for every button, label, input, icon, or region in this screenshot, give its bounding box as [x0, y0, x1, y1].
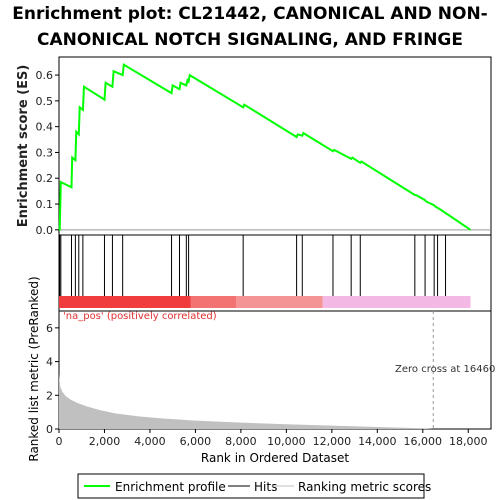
metric-axis-label: Ranked list metric (PreRanked)	[27, 276, 41, 461]
metric-panel-frame	[58, 310, 492, 430]
ranking-metric-area	[59, 373, 471, 429]
x-tick-label-1: 2,000	[89, 435, 121, 448]
es-ytick-label-0: 0.0	[36, 224, 54, 237]
x-axis-label: Rank in Ordered Dataset	[201, 451, 349, 465]
x-tick-label-4: 8,000	[225, 435, 257, 448]
chart-title-line2: CANONICAL NOTCH SIGNALING, AND FRINGE	[37, 30, 463, 50]
es-ytick-label-1: 0.1	[36, 198, 54, 211]
x-tick-label-0: 0	[56, 435, 63, 448]
x-tick-label-2: 4,000	[134, 435, 166, 448]
positive-correlation-label: 'na_pos' (positively correlated)	[63, 311, 217, 322]
es-ytick-label-2: 0.2	[36, 172, 54, 185]
es-panel-frame	[58, 56, 492, 236]
es-ytick-label-3: 0.3	[36, 146, 54, 159]
legend-label-hits: Hits	[254, 480, 277, 494]
metric-ytick-label-1: 2	[46, 389, 53, 402]
x-tick-label-6: 12,000	[313, 435, 352, 448]
legend-label-enrichment: Enrichment profile	[115, 480, 226, 494]
es-ytick-label-5: 0.5	[36, 95, 54, 108]
metric-panel: Zero cross at 16460 'na_pos' (positively…	[27, 276, 495, 461]
legend: Enrichment profile Hits Ranking metric s…	[77, 473, 431, 499]
zero-cross-label: Zero cross at 16460	[395, 364, 495, 375]
x-tick-label-8: 16,000	[404, 435, 443, 448]
es-axis-label: Enrichment score (ES)	[16, 65, 31, 228]
x-tick-label-9: 18,000	[449, 435, 488, 448]
rank-band-segment-0	[59, 296, 191, 308]
es-ytick-label-6: 0.6	[36, 69, 54, 82]
enrichment-profile-line	[58, 63, 472, 231]
es-panel: 0.0 0.1 0.2 0.3 0.4 0.5 0.6 Enrichment score (…	[16, 56, 492, 237]
es-ytick-label-4: 0.4	[36, 121, 54, 134]
legend-label-metric: Ranking metric scores	[298, 480, 431, 494]
rank-band-segment-2	[236, 296, 323, 308]
metric-ytick-label-0: 0	[46, 423, 53, 436]
x-tick-label-3: 6,000	[180, 435, 212, 448]
metric-ytick-label-2: 4	[46, 356, 53, 369]
legend-frame	[77, 473, 425, 499]
x-tick-label-5: 10,000	[267, 435, 306, 448]
chart-title-line1: Enrichment plot: CL21442, CANONICAL AND …	[12, 4, 487, 24]
rank-band-segment-3	[322, 296, 471, 308]
metric-ytick-label-3: 6	[46, 322, 53, 335]
x-tick-label-7: 14,000	[358, 435, 397, 448]
hits-panel	[58, 234, 492, 312]
rank-band-segment-1	[190, 296, 237, 308]
